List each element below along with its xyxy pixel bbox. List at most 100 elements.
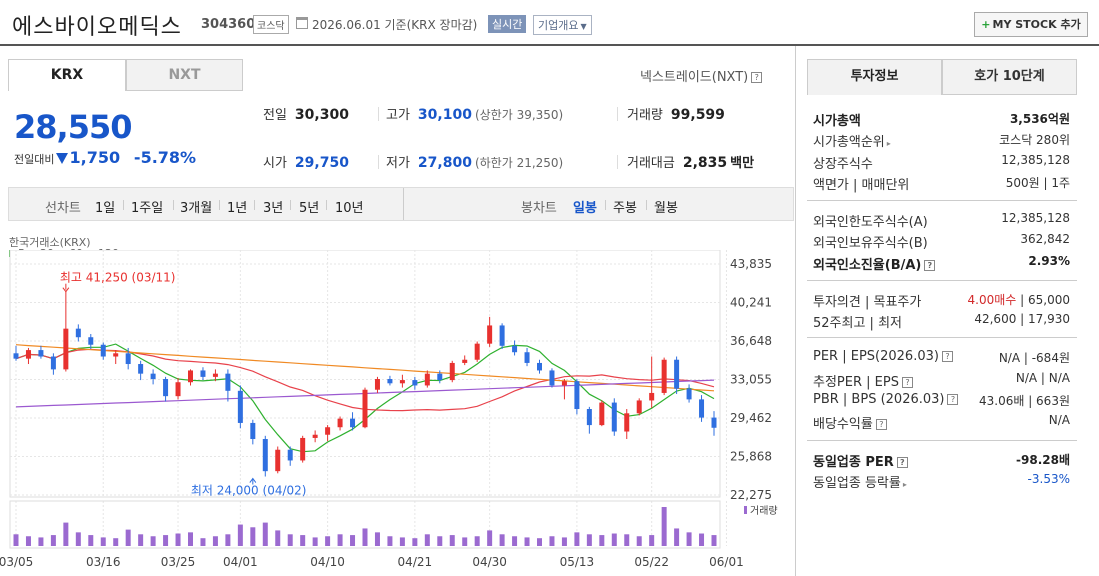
- period-1y[interactable]: 1년: [227, 201, 248, 216]
- candle-weekly[interactable]: 주봉: [613, 201, 637, 216]
- y-tick-label: 33,055: [730, 373, 772, 387]
- volume-bar: [63, 522, 69, 546]
- amount-value: 2,835: [682, 155, 728, 171]
- tab-invest-info[interactable]: 투자정보: [807, 59, 942, 95]
- candle-body: [611, 402, 617, 432]
- candle-body: [100, 344, 106, 357]
- info-key[interactable]: 동일업종 등락률 ▸: [813, 476, 907, 491]
- volume-bar: [512, 536, 518, 546]
- info-value: 코스닥 280위: [999, 133, 1070, 147]
- candle-body: [674, 359, 680, 389]
- corp-overview-dropdown[interactable]: 기업개요 ▼: [533, 15, 592, 35]
- y-tick-label: 29,462: [730, 411, 772, 425]
- candle-body: [512, 345, 518, 353]
- divider: [617, 107, 618, 121]
- divider: [646, 200, 647, 210]
- help-icon[interactable]: ?: [901, 377, 913, 388]
- candle-body: [175, 382, 181, 397]
- candle-body: [524, 352, 530, 363]
- my-stock-add-button[interactable]: + MY STOCK 추가: [974, 12, 1088, 37]
- volume-legend-swatch: [744, 506, 747, 514]
- volume-bar: [599, 535, 605, 546]
- volume-bar: [524, 537, 530, 546]
- open-value: 29,750: [294, 155, 349, 171]
- help-icon[interactable]: ?: [896, 457, 908, 468]
- candle-body: [212, 373, 218, 377]
- divider: [254, 200, 255, 210]
- candle-body: [237, 390, 243, 423]
- tab-nxt[interactable]: NXT: [126, 59, 243, 91]
- info-key[interactable]: 시가총액순위 ▸: [813, 135, 891, 150]
- info-value: N/A | -684원: [998, 351, 1070, 365]
- help-icon[interactable]: ?: [875, 419, 887, 430]
- volume-bar: [412, 538, 418, 546]
- candle-body: [649, 392, 655, 401]
- info-key: 배당수익률?: [813, 413, 887, 432]
- info-key: PBR | BPS (2026.03)?: [813, 392, 959, 407]
- candle-body: [699, 399, 705, 418]
- help-icon[interactable]: ?: [751, 72, 763, 83]
- tab-orderbook[interactable]: 호가 10단계: [942, 59, 1077, 95]
- x-tick-label: 06/01: [709, 555, 744, 569]
- candle-body: [125, 353, 131, 365]
- plus-icon: +: [981, 18, 991, 31]
- volume-bar: [449, 535, 455, 546]
- volume-bar: [13, 534, 19, 546]
- volume-bar: [262, 522, 268, 546]
- x-tick-label: 04/01: [223, 555, 258, 569]
- help-icon[interactable]: ?: [947, 394, 959, 405]
- change-value: 1,750: [69, 148, 121, 167]
- info-key: 52주최고 | 최저: [813, 316, 902, 331]
- page-header: 에스바이오메딕스 304360 코스닥 2026.06.01 기준(KRX 장마…: [0, 0, 1099, 46]
- info-value: 4.00매수 | 65,000: [967, 293, 1070, 307]
- realtime-badge[interactable]: 실시간: [488, 15, 527, 33]
- price-chart[interactable]: 43,835 40,241 36,648 33,055 29,462 25,868 22,2…: [0, 250, 790, 576]
- candle-body: [150, 373, 156, 380]
- volume-bar: [350, 535, 356, 546]
- volume-bar: [150, 536, 156, 546]
- period-10y[interactable]: 10년: [335, 201, 364, 216]
- candle-body: [362, 389, 368, 428]
- my-stock-label: MY STOCK 추가: [992, 18, 1081, 31]
- period-3m[interactable]: 3개월: [180, 201, 213, 216]
- candle-monthly[interactable]: 월봉: [654, 201, 678, 216]
- info-value: 12,385,128: [1001, 211, 1070, 225]
- info-value: 2.93%: [1028, 254, 1070, 268]
- candle-body: [424, 373, 430, 386]
- candle-body: [374, 379, 380, 390]
- x-tick-label: 04/10: [310, 555, 345, 569]
- period-1d[interactable]: 1일: [95, 201, 116, 216]
- divider: [290, 200, 291, 210]
- current-price: 28,550: [14, 108, 132, 146]
- help-icon[interactable]: ?: [924, 260, 936, 271]
- candle-body: [574, 381, 580, 410]
- tab-krx[interactable]: KRX: [8, 59, 126, 91]
- volume-value: 99,599: [670, 107, 725, 123]
- period-1w[interactable]: 1주일: [131, 201, 164, 216]
- help-icon[interactable]: ?: [941, 351, 953, 362]
- volume-bar: [549, 536, 555, 546]
- divider: [378, 107, 379, 121]
- volume-bar: [649, 535, 655, 546]
- candle-daily[interactable]: 일봉: [573, 201, 597, 216]
- y-tick-label: 22,275: [730, 488, 772, 502]
- info-key: 투자의견 | 목표주가: [813, 295, 922, 310]
- volume-bar: [188, 532, 193, 546]
- volume-bar: [50, 535, 56, 546]
- nxt-link[interactable]: 넥스트레이드(NXT)?: [640, 66, 763, 85]
- period-5y[interactable]: 5년: [299, 201, 320, 216]
- stock-code: 304360: [201, 17, 256, 32]
- candle-body: [686, 388, 692, 400]
- period-3y[interactable]: 3년: [263, 201, 284, 216]
- candle-body: [499, 325, 505, 346]
- volume-frame: [9, 500, 721, 549]
- chart-period-bar: 선차트 1일 1주일 3개월 1년 3년 5년 10년 봉차트 일봉 주봉 월봉: [8, 187, 794, 221]
- volume-bar: [636, 536, 642, 546]
- nxt-link-label: 넥스트레이드(NXT): [640, 70, 749, 85]
- candle-body: [50, 356, 56, 370]
- candle-body: [337, 418, 343, 428]
- high-label: 고가: [386, 108, 410, 123]
- open-price: 시가 29,750: [263, 152, 349, 171]
- volume-bar: [624, 534, 630, 546]
- divider: [326, 200, 327, 210]
